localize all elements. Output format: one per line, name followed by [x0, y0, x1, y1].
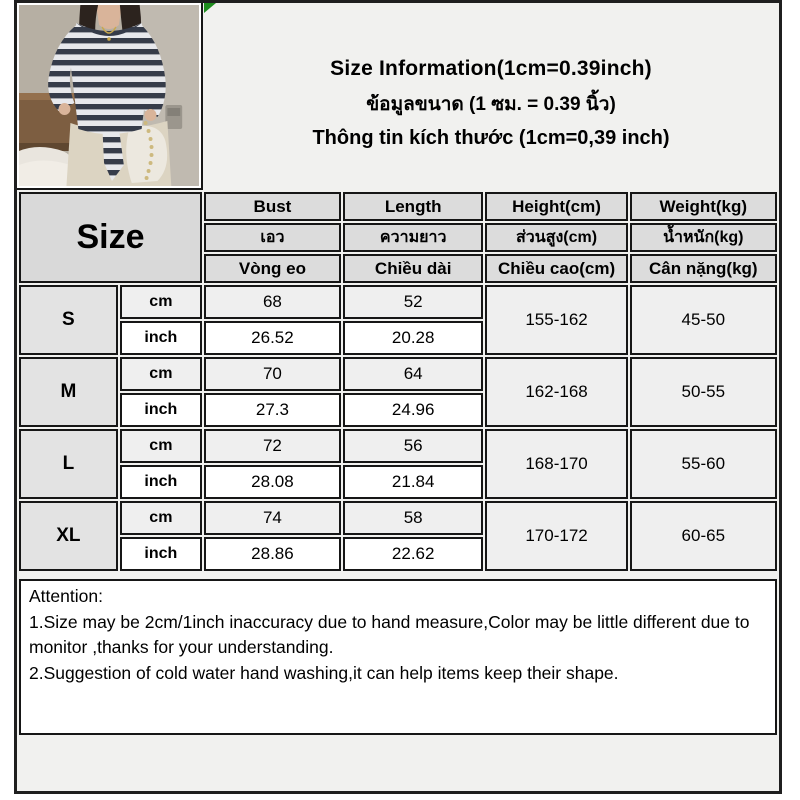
unit-inch: inch — [119, 393, 202, 427]
title-english: Size Information(1cm=0.39inch) — [330, 57, 652, 80]
m-length-inch: 24.96 — [342, 393, 484, 427]
row-xl-inch: inch 28.86 22.62 — [19, 537, 777, 571]
attention-line-1: 1.Size may be 2cm/1inch inaccuracy due t… — [29, 611, 750, 658]
size-header-cell: Size — [19, 192, 202, 283]
header-row-vi: Vòng eo Chiều dài Chiều cao(cm) Cân nặng… — [19, 254, 777, 283]
col-header-bust-vi: Vòng eo — [204, 254, 341, 283]
row-xl-cm: XL cm 74 58 170-172 60-65 — [19, 501, 777, 571]
col-header-height-th: ส่วนสูง(cm) — [485, 223, 628, 252]
unit-cm: cm — [119, 429, 202, 463]
title-vietnamese: Thông tin kích thước (1cm=0,39 inch) — [312, 127, 670, 149]
xl-bust-cm: 74 — [204, 501, 341, 535]
xl-length-cm: 58 — [342, 501, 484, 535]
l-bust-cm: 72 — [204, 429, 341, 463]
header-row-en: Size Bust Length Height(cm) Weight(kg) — [19, 192, 777, 283]
s-height: 155-162 — [485, 285, 628, 355]
s-length-cm: 52 — [342, 285, 484, 319]
unit-inch: inch — [119, 321, 202, 355]
l-bust-inch: 28.08 — [204, 465, 341, 499]
row-m-inch: inch 27.3 24.96 — [19, 393, 777, 427]
unit-cm: cm — [119, 501, 202, 535]
row-l-cm: L cm 72 56 168-170 55-60 — [19, 429, 777, 499]
green-corner-marker-icon — [204, 3, 216, 13]
m-bust-inch: 27.3 — [204, 393, 341, 427]
xl-length-inch: 22.62 — [342, 537, 484, 571]
title-thai: ข้อมูลขนาด (1 ซม. = 0.39 นิ้ว) — [366, 94, 616, 115]
l-height: 168-170 — [485, 429, 628, 499]
s-length-inch: 20.28 — [342, 321, 484, 355]
unit-inch: inch — [119, 465, 202, 499]
row-s-cm: S cm 68 52 155-162 45-50 — [19, 285, 777, 355]
xl-bust-inch: 28.86 — [204, 537, 341, 571]
col-header-height-en: Height(cm) — [485, 192, 628, 221]
top-row: Size Information(1cm=0.39inch) ข้อมูลขนา… — [17, 3, 779, 190]
row-s-inch: inch 26.52 20.28 — [19, 321, 777, 355]
xl-height: 170-172 — [485, 501, 628, 571]
col-header-bust-th: เอว — [204, 223, 341, 252]
unit-cm: cm — [119, 285, 202, 319]
m-weight: 50-55 — [629, 357, 777, 427]
size-label-xl: XL — [19, 501, 118, 571]
size-label-s: S — [19, 285, 118, 355]
size-table: Size Bust Length Height(cm) Weight(kg) เ… — [17, 190, 779, 573]
xl-weight: 60-65 — [629, 501, 777, 571]
size-chart-sheet: Size Information(1cm=0.39inch) ข้อมูลขนา… — [14, 0, 782, 794]
unit-inch: inch — [119, 537, 202, 571]
s-bust-cm: 68 — [204, 285, 341, 319]
row-l-inch: inch 28.08 21.84 — [19, 465, 777, 499]
m-height: 162-168 — [485, 357, 628, 427]
l-weight: 55-60 — [629, 429, 777, 499]
size-label-m: M — [19, 357, 118, 427]
s-bust-inch: 26.52 — [204, 321, 341, 355]
product-photo — [17, 3, 203, 190]
col-header-length-th: ความยาว — [342, 223, 484, 252]
col-header-length-en: Length — [342, 192, 484, 221]
col-header-length-vi: Chiều dài — [342, 254, 484, 283]
unit-cm: cm — [119, 357, 202, 391]
m-length-cm: 64 — [342, 357, 484, 391]
row-m-cm: M cm 70 64 162-168 50-55 — [19, 357, 777, 427]
attention-line-2: 2.Suggestion of cold water hand washing,… — [29, 663, 619, 684]
attention-note: Attention: 1.Size may be 2cm/1inch inacc… — [19, 579, 777, 735]
col-header-weight-th: น้ำหนัก(kg) — [629, 223, 777, 252]
title-block: Size Information(1cm=0.39inch) ข้อมูลขนา… — [203, 3, 779, 190]
header-row-th: เอว ความยาว ส่วนสูง(cm) น้ำหนัก(kg) — [19, 223, 777, 252]
attention-title: Attention: — [29, 586, 103, 606]
l-length-inch: 21.84 — [342, 465, 484, 499]
col-header-weight-en: Weight(kg) — [629, 192, 777, 221]
col-header-height-vi: Chiều cao(cm) — [485, 254, 628, 283]
col-header-weight-vi: Cân nặng(kg) — [629, 254, 777, 283]
m-bust-cm: 70 — [204, 357, 341, 391]
s-weight: 45-50 — [629, 285, 777, 355]
product-photo-illustration — [19, 5, 199, 186]
size-label-l: L — [19, 429, 118, 499]
col-header-bust-en: Bust — [204, 192, 341, 221]
l-length-cm: 56 — [342, 429, 484, 463]
